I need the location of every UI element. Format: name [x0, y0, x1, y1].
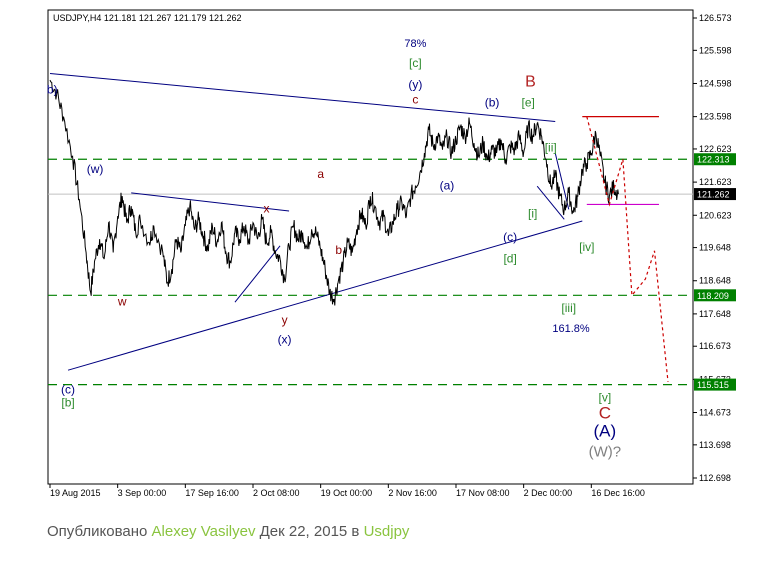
chart-plot-area [47, 9, 694, 485]
wave-label: (y) [408, 77, 422, 91]
wave-label: (a) [440, 179, 455, 193]
wave-label: (c) [503, 230, 517, 244]
wave-label: c [412, 92, 418, 106]
wave-label: [i] [528, 207, 537, 221]
y-tick-label: 113.698 [699, 440, 731, 450]
y-tick-label: 120.623 [699, 210, 732, 220]
wave-label: a [317, 167, 324, 181]
trend-line [554, 152, 570, 210]
level-badge: 115.515 [697, 380, 729, 390]
wave-label: [b] [61, 396, 74, 410]
y-tick-label: 122.623 [699, 144, 732, 154]
wave-label: (x) [278, 333, 292, 347]
level-badge-bg [694, 153, 736, 166]
wave-label: w [117, 295, 127, 309]
level-badge: 122.313 [697, 155, 730, 165]
wave-label: b) [47, 82, 58, 96]
y-tick-label: 123.598 [699, 112, 732, 122]
y-tick-label: 114.673 [699, 408, 731, 418]
x-tick-label: 17 Sep 16:00 [185, 488, 239, 498]
y-tick-label: 118.648 [699, 276, 731, 286]
x-tick-label: 19 Aug 2015 [50, 488, 101, 498]
trend-line [67, 220, 583, 371]
x-tick-label: 16 Dec 16:00 [591, 488, 645, 498]
projection-path [586, 116, 669, 382]
price-series-line [49, 79, 619, 306]
trend-line [131, 192, 290, 212]
wave-label: [c] [409, 56, 422, 70]
chart-title: USDJPY,H4 121.181 121.267 121.179 121.26… [53, 13, 242, 23]
caption-date: Дек 22, 2015 в [255, 523, 364, 540]
wave-label: (b) [485, 96, 500, 110]
x-tick-label: 2 Dec 00:00 [524, 488, 573, 498]
x-tick-label: 17 Nov 08:00 [456, 488, 510, 498]
y-tick-label: 117.648 [699, 309, 731, 319]
current-price-badge-bg [694, 188, 736, 201]
wave-label: [d] [503, 251, 516, 265]
wave-label: (w) [87, 162, 104, 176]
level-badge: 118.209 [697, 291, 729, 301]
wave-label: y [282, 313, 288, 327]
trend-line [234, 245, 281, 303]
x-tick-label: 2 Oct 08:00 [253, 488, 300, 498]
instrument-link[interactable]: Usdjpy [363, 523, 410, 540]
wave-label: x [264, 202, 270, 216]
wave-label: b [335, 243, 342, 257]
trend-line [49, 72, 556, 123]
wave-label: (A) [594, 421, 617, 440]
publication-caption: Опубликовано Alexey Vasilyev Дек 22, 201… [47, 523, 409, 540]
wave-label: [v] [599, 391, 612, 405]
x-tick-label: 3 Sep 00:00 [118, 488, 167, 498]
y-tick-label: 125.598 [699, 45, 732, 55]
y-tick-label: 124.598 [699, 78, 732, 88]
wave-label: (W)? [589, 443, 622, 460]
y-tick-label: 119.648 [699, 243, 731, 253]
level-badge-bg [694, 378, 736, 391]
wave-label: C [599, 403, 611, 422]
author-link[interactable]: Alexey Vasilyev [151, 523, 256, 540]
y-tick-label: 112.698 [699, 473, 731, 483]
current-price-badge: 121.262 [697, 190, 730, 200]
wave-label: [iv] [579, 240, 594, 254]
x-tick-label: 2 Nov 16:00 [388, 488, 437, 498]
wave-label: B [525, 74, 536, 91]
wave-label: [ii] [545, 140, 557, 154]
wave-label: [e] [521, 96, 534, 110]
y-tick-label: 126.573 [699, 13, 732, 23]
y-tick-label: 116.673 [699, 341, 731, 351]
caption-prefix: Опубликовано [47, 523, 152, 540]
trend-line [536, 185, 565, 220]
y-tick-label: 121.623 [699, 177, 732, 187]
wave-label: (c) [61, 382, 75, 396]
wave-label: 161.8% [552, 323, 590, 335]
wave-label: 78% [404, 38, 426, 50]
x-tick-label: 19 Oct 00:00 [321, 488, 373, 498]
level-badge-bg [694, 289, 736, 302]
wave-label: [iii] [561, 301, 576, 315]
